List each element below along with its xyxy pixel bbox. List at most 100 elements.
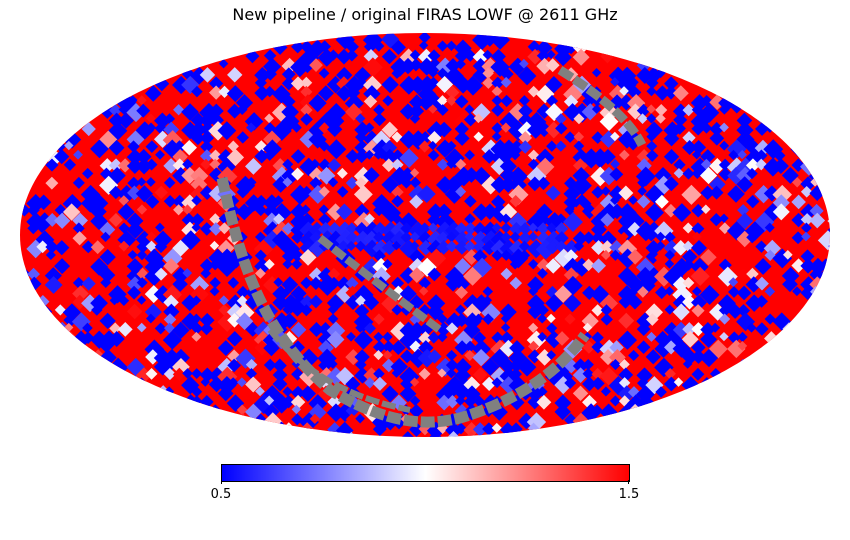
map-pixel <box>263 340 280 357</box>
map-pixel <box>672 103 689 120</box>
map-pixel <box>90 212 108 231</box>
map-pixel <box>154 258 166 270</box>
map-pixel <box>299 58 315 74</box>
map-pixel <box>628 349 640 362</box>
map-pixel <box>191 195 202 206</box>
map-pixel <box>318 358 333 373</box>
map-pixel <box>564 313 576 325</box>
map-pixel <box>427 349 442 364</box>
map-pixel <box>455 186 467 198</box>
map-pixel <box>800 185 813 198</box>
map-pixel <box>800 313 813 326</box>
map-pixel <box>254 340 270 356</box>
map-pixel <box>82 167 94 180</box>
map-pixel <box>627 294 643 310</box>
map-pixel <box>227 259 238 269</box>
map-pixel <box>609 358 622 371</box>
map-pixel <box>546 222 557 234</box>
map-pixel <box>727 303 743 319</box>
map-pixel <box>400 176 413 189</box>
colorbar-tick-max <box>628 480 629 484</box>
map-pixel <box>172 395 185 408</box>
map-pixel <box>45 212 60 227</box>
map-pixel <box>409 49 421 61</box>
map-pixel <box>355 131 367 143</box>
map-pixel <box>737 204 750 217</box>
map-pixel <box>281 94 296 109</box>
map-pixel <box>54 149 70 165</box>
map-pixel <box>828 240 830 252</box>
map-pixel <box>719 104 730 115</box>
map-pixel <box>163 358 177 372</box>
map-pixel <box>109 295 120 306</box>
map-pixel <box>100 277 112 289</box>
map-pixel <box>163 194 177 208</box>
map-pixel <box>345 294 361 311</box>
map-pixel <box>399 267 417 284</box>
map-pixel <box>200 158 212 170</box>
map-pixel <box>445 395 460 409</box>
map-pixel <box>564 131 576 143</box>
masked-region <box>317 234 443 334</box>
map-pixel <box>718 376 734 392</box>
map-pixel <box>226 85 244 103</box>
map-pixel <box>72 294 88 310</box>
map-pixel <box>490 157 508 176</box>
map-pixel <box>600 249 612 261</box>
map-pixel <box>827 267 830 285</box>
map-pixel <box>272 376 288 392</box>
map-pixel <box>145 177 156 187</box>
map-pixel <box>291 404 302 415</box>
map-pixel <box>436 104 449 116</box>
map-pixel <box>746 167 758 180</box>
map-pixel <box>482 376 497 392</box>
map-pixel <box>399 57 417 75</box>
map-pixel <box>190 121 207 138</box>
map-pixel <box>791 258 806 273</box>
map-pixel <box>663 149 680 165</box>
map-pixel <box>373 313 385 325</box>
map-pixel <box>827 258 830 272</box>
map-pixel <box>691 222 705 236</box>
map-pixel <box>528 222 538 233</box>
map-pixel <box>427 149 440 162</box>
map-pixel <box>209 76 224 91</box>
map-pixel <box>327 276 341 290</box>
map-pixel <box>463 321 481 339</box>
map-pixel <box>154 240 168 254</box>
map-pixel <box>27 267 40 281</box>
map-pixel <box>700 321 716 338</box>
map-pixel <box>817 230 830 251</box>
map-pixel <box>546 49 556 60</box>
map-pixel <box>564 377 577 390</box>
map-pixel <box>381 148 399 166</box>
map-pixel <box>118 240 130 252</box>
map-pixel <box>346 331 356 342</box>
map-pixel <box>482 295 493 305</box>
map-pixel <box>427 430 444 437</box>
map-pixel <box>254 149 269 164</box>
map-pixel <box>737 149 747 160</box>
map-pixel <box>746 322 757 333</box>
map-pixel <box>182 204 193 215</box>
map-pixel <box>427 267 442 282</box>
map-pixel <box>363 40 377 54</box>
map-pixel <box>327 359 338 369</box>
map-pixel <box>527 176 543 192</box>
map-pixel <box>108 158 124 173</box>
map-pixel <box>609 167 624 182</box>
map-pixel <box>391 185 404 199</box>
map-pixel <box>709 376 725 392</box>
map-pixel <box>309 294 323 309</box>
map-pixel <box>646 231 657 242</box>
map-pixel <box>308 267 325 283</box>
map-pixel <box>199 112 216 129</box>
map-pixel <box>454 285 468 299</box>
map-pixel <box>491 422 502 433</box>
map-pixel <box>191 386 203 398</box>
map-pixel <box>418 331 433 346</box>
map-pixel <box>99 249 116 266</box>
map-pixel <box>117 112 135 129</box>
map-pixel <box>646 331 657 342</box>
map-pixel <box>327 313 339 325</box>
